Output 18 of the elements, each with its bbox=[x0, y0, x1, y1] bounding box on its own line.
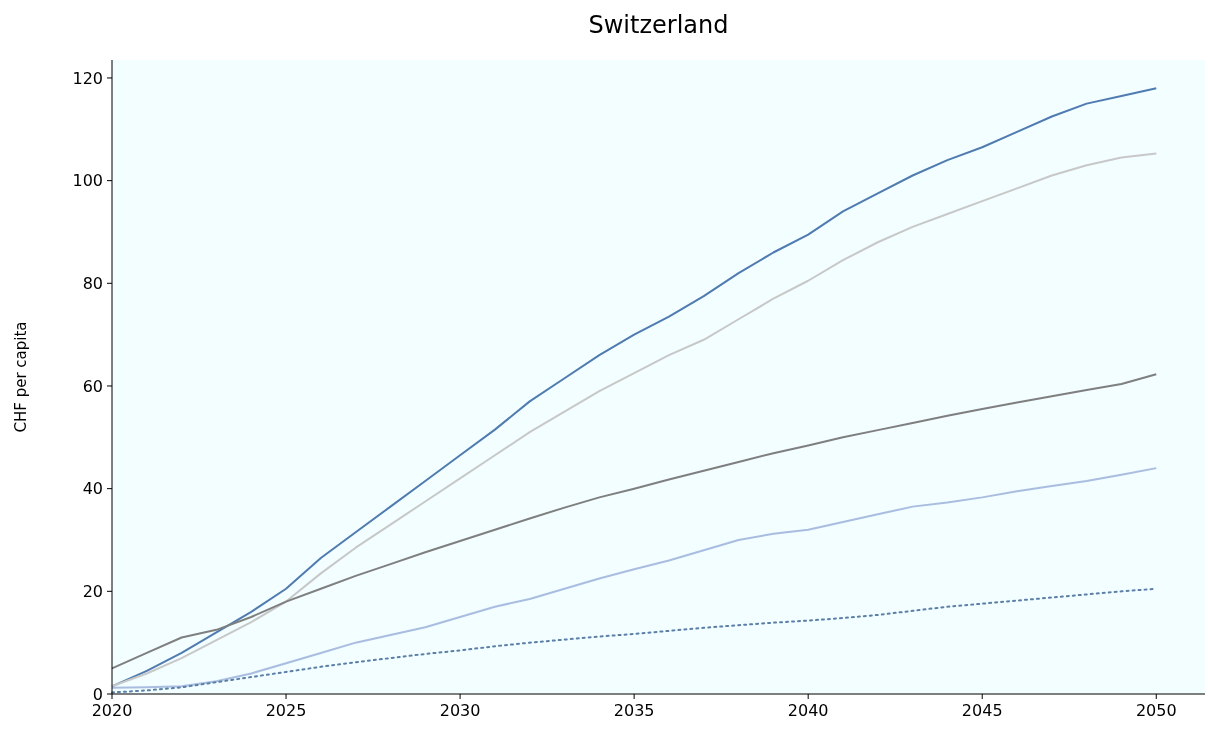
x-tick-label: 2025 bbox=[265, 701, 307, 720]
line-series bbox=[111, 467, 1158, 689]
x-tick-label: 2035 bbox=[613, 701, 655, 720]
y-tick-label: 80 bbox=[82, 273, 103, 293]
chart-title: Switzerland bbox=[588, 11, 729, 39]
x-tick-label: 2045 bbox=[961, 701, 1003, 720]
y-tick-label: 60 bbox=[82, 376, 103, 396]
y-tick-label: 100 bbox=[72, 171, 103, 191]
x-tick-label: 2030 bbox=[439, 701, 481, 720]
y-axis-title: CHF per capita bbox=[12, 321, 30, 433]
y-tick-label: 0 bbox=[92, 684, 103, 704]
line-series bbox=[111, 373, 1158, 670]
y-tick-label: 20 bbox=[82, 581, 103, 601]
y-tick-label: 120 bbox=[72, 68, 103, 88]
x-tick-label: 2040 bbox=[787, 701, 829, 720]
x-tick-label: 2020 bbox=[91, 701, 133, 720]
y-tick-label: 40 bbox=[82, 479, 103, 499]
x-tick-label: 2050 bbox=[1135, 701, 1177, 720]
